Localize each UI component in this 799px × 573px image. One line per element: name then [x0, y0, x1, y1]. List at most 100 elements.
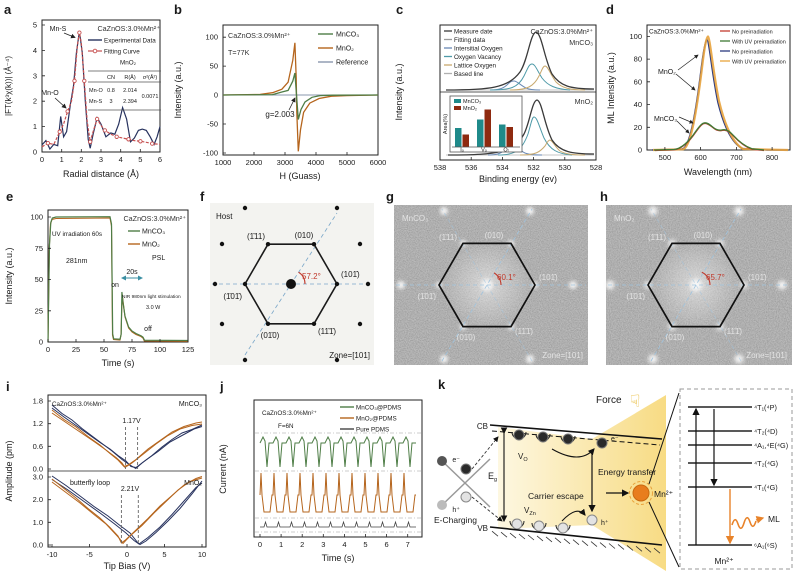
- c-xtick: 534: [496, 163, 509, 172]
- i-top-ytick: 1.2: [33, 419, 43, 428]
- d-ann-mnco3-arrow2: [676, 120, 690, 134]
- c-inset-cat-vo: Vₒ: [481, 148, 487, 154]
- g-angle-arc: [493, 272, 502, 286]
- e-ytick: 75: [35, 244, 43, 253]
- c-ylabel: Intensity (a.u.): [394, 63, 404, 120]
- i-xtick: 10: [198, 550, 206, 559]
- a-table-h-r: R(Å): [124, 74, 135, 81]
- d-ytick: 60: [634, 77, 642, 86]
- d-xtick: 800: [766, 153, 779, 162]
- i-bottom-ytick: 2.0: [33, 495, 43, 504]
- f-spot-top: (010): [295, 231, 314, 240]
- i-xtick: -10: [47, 550, 58, 559]
- c-xtick: 528: [590, 163, 602, 172]
- e-xlabel: Time (s): [102, 358, 135, 368]
- c-inset-ylabel: Area(%): [443, 114, 449, 134]
- i-bottom-ytick: 1.0: [33, 518, 43, 527]
- panel-e: e 0 25 50 75 100 125 0 25 50 75 100 Time…: [4, 189, 194, 368]
- i-top-voltage: 1.17V: [122, 418, 141, 425]
- c-inset-cat-io: Iₒ: [460, 148, 464, 154]
- j-legend-mno2: MnO₂@PDMS: [356, 416, 397, 423]
- e-nir-label: NIR 980nm light stimulation: [122, 294, 181, 300]
- h-spot-bottom: (01̄0): [666, 333, 685, 342]
- c-inset-legend-mnco3: MnCO₃: [463, 99, 481, 105]
- k-vb-line: [489, 526, 663, 546]
- j-xtick: 2: [300, 540, 304, 549]
- a-ann-mns: Mn-S: [50, 26, 67, 33]
- g-spot-right: (101̄): [539, 273, 558, 282]
- k-carrier-label: Carrier escape: [528, 491, 584, 501]
- c-legend-interstitial: Intersitial Oxygen: [454, 46, 503, 53]
- c-legend-baseline: Based line: [454, 71, 484, 78]
- a-ytick: 4: [33, 46, 37, 55]
- d-xtick: 700: [730, 153, 743, 162]
- c-xtick: 538: [434, 163, 447, 172]
- h-spot-top: (010): [694, 231, 713, 240]
- a-table-r2-cn: 3: [109, 99, 112, 105]
- c-plot-frame: [439, 24, 597, 161]
- a-legend: CaZnOS:3.0%Mn²⁺ Experimental Data Fittin…: [88, 24, 160, 67]
- b-g-arrow: [288, 97, 296, 111]
- d-legend: No preirradiation With UV preirradiation…: [720, 29, 786, 65]
- panel-g-letter: g: [386, 189, 394, 204]
- d-ytick: 100: [629, 32, 642, 41]
- a-ytick: 3: [33, 71, 37, 80]
- e-ytick: 100: [30, 213, 43, 222]
- k-mn-right-label: Mn²⁺: [714, 556, 733, 566]
- a-legend-exp: Experimental Data: [104, 38, 156, 45]
- panel-h-letter: h: [600, 189, 608, 204]
- j-xtick: 0: [258, 540, 262, 549]
- k-cb-line: [489, 424, 663, 440]
- b-ytick: -50: [207, 120, 218, 129]
- i-xtick: 5: [162, 550, 166, 559]
- a-legend-sub: MnO₂: [120, 60, 137, 67]
- d-ann-mnco3-arrow1: [678, 116, 694, 124]
- d-ann-mno2: MnO₂: [658, 69, 676, 76]
- f-host-label: Host: [216, 212, 233, 221]
- d-title: CaZnOS:3.0%Mn²⁺: [649, 29, 704, 36]
- k-ml-arrow: [755, 516, 765, 524]
- e-off-label: off: [144, 326, 152, 333]
- j-mnco3-trace: [259, 435, 416, 468]
- j-plot-frame: [253, 399, 423, 538]
- j-ylabel: Current (nA): [218, 444, 228, 494]
- c-xtick: 532: [527, 163, 540, 172]
- b-legend: MnCO₃ MnO₂ Reference: [318, 32, 368, 67]
- a-xtick: 2: [79, 155, 83, 164]
- b-plot-frame: [222, 24, 379, 156]
- a-xtick: 5: [138, 155, 142, 164]
- k-mn-ion: [632, 484, 650, 502]
- a-xtick: 6: [158, 155, 162, 164]
- j-mno2-trace: [259, 472, 416, 513]
- h-angle-label: 65.7°: [706, 273, 725, 282]
- a-ytick: 2: [33, 97, 37, 106]
- g-zone-label: Zone=[101]: [542, 351, 583, 360]
- f-angle-arc: [298, 271, 306, 285]
- a-table-h-cn: CN: [107, 75, 115, 81]
- i-xtick: 0: [125, 550, 129, 559]
- panel-i: i 1.17V CaZnOS:3.0%Mn²⁺ MnCO₃ 2.21V butt…: [4, 379, 207, 571]
- e-xtick: 50: [100, 345, 108, 354]
- k-mn-ion-ring: [629, 481, 653, 505]
- i-top-sample: MnCO₃: [179, 401, 202, 408]
- a-ylabel: |FT(k³χ(k))| (Å⁻⁴): [4, 56, 13, 116]
- k-level-5: ⁶A₁(⁶S): [754, 541, 777, 550]
- e-plot-frame: [47, 209, 189, 343]
- j-force: F=6N: [278, 423, 294, 430]
- c-xtick: 530: [559, 163, 572, 172]
- h-spot-upper-left: (1̄11): [648, 233, 666, 242]
- c-xlabel: Binding energy (ev): [479, 174, 557, 184]
- b-xlabel: H (Guass): [279, 171, 320, 181]
- a-table-r1-cn: 0.8: [107, 88, 115, 94]
- a-xtick: 4: [119, 155, 123, 164]
- e-xtick: 25: [72, 345, 80, 354]
- d-xtick: 600: [694, 153, 707, 162]
- d-legend-2: No preirradiation: [732, 49, 773, 55]
- k-hole-escape-arrow: [561, 508, 586, 522]
- j-pdms-trace: [260, 520, 416, 528]
- a-legend-fit: Fitting Curve: [104, 49, 140, 56]
- a-table-r2-r: 2.394: [123, 99, 137, 105]
- g-spot-bottom: (01̄0): [457, 333, 476, 342]
- d-xtick: 500: [659, 153, 672, 162]
- a-table-r1-r: 2.014: [123, 88, 137, 94]
